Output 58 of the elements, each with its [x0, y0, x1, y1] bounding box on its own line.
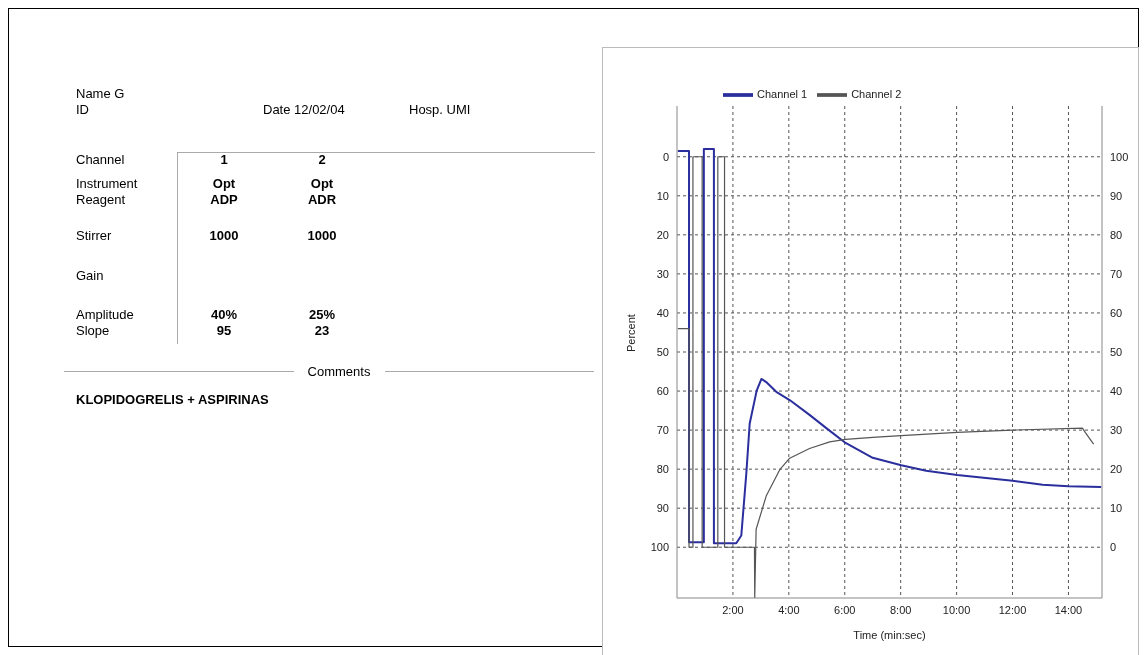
- text: Stirrer: [76, 227, 112, 243]
- y-tick-label: 50: [656, 345, 669, 358]
- x-tick-label: 12:00: [998, 603, 1027, 616]
- y-tick-label: 90: [656, 502, 669, 515]
- y-axis-title: Percent: [624, 314, 637, 352]
- y2-tick-label: 30: [1110, 424, 1123, 436]
- x-tick-label: 14:00: [1054, 603, 1083, 616]
- text: Instrument: [76, 175, 138, 191]
- text: Slope: [76, 322, 110, 338]
- text: Opt: [310, 175, 334, 191]
- text: 1000: [307, 227, 337, 243]
- y-tick-label: 10: [656, 189, 669, 202]
- text: Reagent: [76, 191, 126, 207]
- y2-tick-label: 80: [1110, 228, 1123, 241]
- text: Amplitude: [76, 306, 134, 322]
- text: KLOPIDOGRELIS + ASPIRINAS: [76, 391, 269, 407]
- y-tick-label: 70: [656, 424, 669, 436]
- y-tick-label: 60: [656, 384, 669, 397]
- text: ADP: [210, 191, 238, 207]
- y2-tick-label: 100: [1110, 150, 1129, 163]
- y-tick-label: 0: [662, 150, 669, 163]
- y-tick-label: 80: [656, 463, 669, 476]
- x-tick-label: 4:00: [778, 603, 800, 616]
- text: 25%: [308, 306, 336, 322]
- text: 95: [216, 322, 232, 338]
- text: Date 12/02/04: [263, 101, 345, 117]
- text: Comments: [307, 363, 371, 379]
- legend-label: Channel 2: [851, 87, 902, 100]
- x-tick-label: 10:00: [942, 603, 971, 616]
- y2-tick-label: 50: [1110, 345, 1123, 358]
- y-tick-label: 30: [656, 267, 669, 280]
- text: 23: [314, 322, 330, 338]
- y2-tick-label: 10: [1110, 502, 1123, 515]
- text: 1: [220, 151, 228, 167]
- text: Opt: [212, 175, 236, 191]
- legend-label: Channel 1: [757, 87, 808, 100]
- text: 1000: [209, 227, 239, 243]
- text: Hosp. UMI: [409, 101, 471, 117]
- x-tick-label: 8:00: [889, 603, 912, 616]
- y2-tick-label: 0: [1110, 541, 1117, 554]
- text: Channel: [76, 151, 125, 167]
- text: 2: [318, 151, 326, 167]
- text: ID: [76, 101, 89, 117]
- x-tick-label: 2:00: [722, 603, 744, 616]
- y2-tick-label: 20: [1110, 463, 1123, 476]
- text: 40%: [210, 306, 238, 322]
- x-axis-title: Time (min:sec): [853, 629, 926, 641]
- text: ADR: [307, 191, 337, 207]
- y2-tick-label: 40: [1110, 384, 1123, 397]
- x-tick-label: 6:00: [834, 603, 856, 616]
- y2-tick-label: 90: [1110, 189, 1123, 202]
- y-tick-label: 100: [650, 541, 669, 554]
- y-tick-label: 40: [656, 306, 669, 319]
- text: Gain: [76, 267, 104, 283]
- y2-tick-label: 60: [1110, 306, 1123, 319]
- y-tick-label: 20: [656, 228, 669, 241]
- text: Name G: [76, 85, 125, 101]
- y2-tick-label: 70: [1110, 267, 1123, 280]
